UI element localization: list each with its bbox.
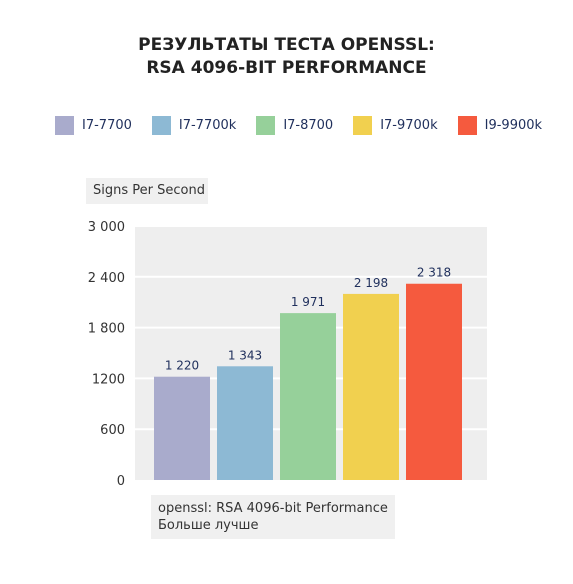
bar-value-label: 1 343 xyxy=(228,348,262,362)
bar-i7-7700 xyxy=(154,376,210,480)
y-tick-label: 600 xyxy=(100,423,125,438)
legend-swatch xyxy=(457,115,477,135)
chart-title-line-2: RSA 4096-BIT PERFORMANCE xyxy=(146,58,427,78)
legend: I7-7700 I7-7700k I7-8700 I7-9700k I9-9900k xyxy=(55,115,562,135)
note-line-2: Больше лучше xyxy=(158,518,259,533)
legend-item-2: I7-8700 xyxy=(256,115,334,135)
y-tick-label: 2 400 xyxy=(88,271,125,286)
chart-title-line-1: РЕЗУЛЬТАТЫ ТЕСТА OPENSSL: xyxy=(138,35,435,55)
y-axis-label-box: Signs Per Second xyxy=(86,178,208,204)
legend-swatch xyxy=(256,115,276,135)
bar-value-label: 1 971 xyxy=(291,295,325,309)
y-axis-label: Signs Per Second xyxy=(93,183,205,198)
y-tick-label: 0 xyxy=(117,474,125,489)
chart-note: openssl: RSA 4096-bit Performance Больше… xyxy=(151,495,395,539)
y-tick-label: 1 800 xyxy=(88,322,125,337)
bar-i7-7700k xyxy=(217,366,273,480)
legend-item-4: I9-9900k xyxy=(457,115,543,135)
bar-i7-8700 xyxy=(280,313,336,480)
bar-i9-9900k xyxy=(406,283,462,480)
y-tick-label: 3 000 xyxy=(88,220,125,235)
legend-item-1: I7-7700k xyxy=(151,115,237,135)
bar-value-label: 1 220 xyxy=(165,359,199,373)
bar-value-label: 2 318 xyxy=(417,266,451,280)
legend-item-0: I7-7700 xyxy=(55,115,132,135)
note-line-1: openssl: RSA 4096-bit Performance xyxy=(158,501,388,516)
legend-label: I7-7700k xyxy=(178,117,237,133)
legend-label: I7-8700 xyxy=(283,117,334,133)
legend-swatch xyxy=(151,115,171,135)
legend-label: I7-9700k xyxy=(380,117,438,133)
legend-swatch xyxy=(55,115,74,135)
y-tick-label: 1200 xyxy=(92,372,125,387)
bar-i7-9700k xyxy=(343,293,399,480)
legend-label: I9-9900k xyxy=(484,117,543,133)
legend-swatch xyxy=(353,115,373,135)
legend-label: I7-7700 xyxy=(82,117,132,133)
bar-value-label: 2 198 xyxy=(354,276,388,290)
legend-item-3: I7-9700k xyxy=(353,115,438,135)
